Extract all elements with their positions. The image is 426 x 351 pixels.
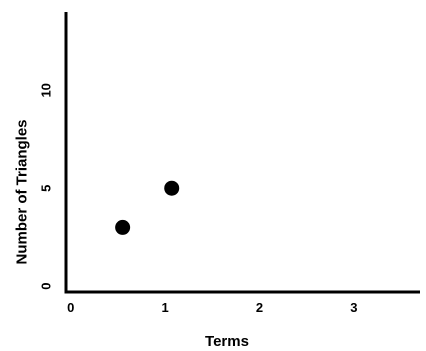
y-axis-title: Number of Triangles <box>14 119 31 264</box>
x-tick-label: 2 <box>256 300 263 315</box>
y-tick-label: 0 <box>39 283 54 290</box>
y-tick-label: 5 <box>39 185 54 192</box>
data-point <box>164 180 180 196</box>
x-tick-label: 1 <box>162 300 169 315</box>
y-tick-label: 10 <box>39 83 54 97</box>
y-tick-labels: 0 5 10 <box>39 83 54 290</box>
x-axis-title: Terms <box>205 333 249 350</box>
plot-area <box>115 180 180 235</box>
x-tick-label: 3 <box>350 300 357 315</box>
x-tick-labels: 0 1 2 3 <box>67 300 357 315</box>
data-point <box>115 219 131 235</box>
x-tick-label: 0 <box>67 300 74 315</box>
